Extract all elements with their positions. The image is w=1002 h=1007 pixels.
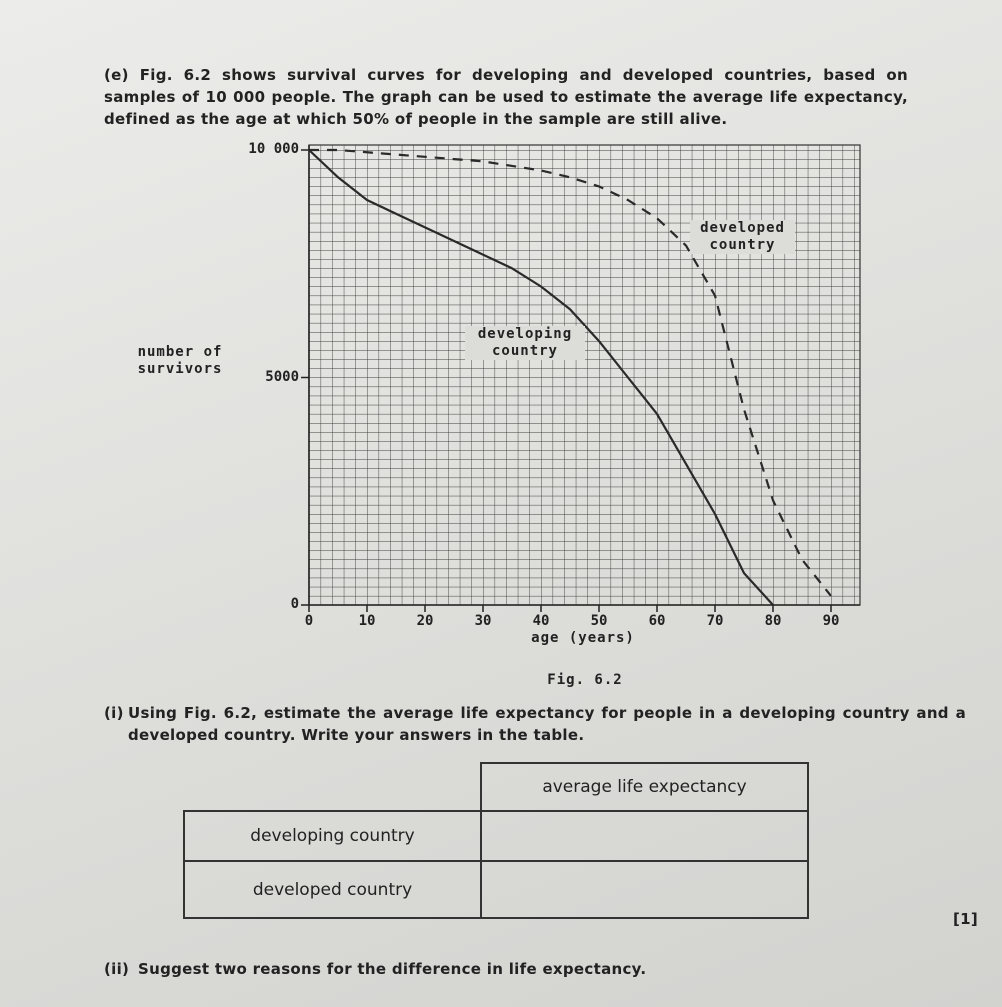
x-tick-label: 10: [358, 613, 376, 629]
figure-caption: Fig. 6.2: [547, 672, 623, 688]
question: (e) Fig. 6.2 shows survival curves for d…: [104, 64, 908, 130]
x-tick-label: 80: [764, 613, 782, 629]
part-i-label: (i): [104, 704, 124, 722]
x-tick-label: 90: [822, 613, 840, 629]
marks: [1]: [953, 910, 979, 928]
series-label: developing country: [465, 326, 585, 360]
y-tick-label: 10 000: [248, 141, 299, 157]
y-axis-label: number of survivors: [137, 344, 223, 377]
x-tick-label: 0: [304, 613, 314, 629]
y-tick-label: 5000: [265, 368, 299, 385]
part-ii-label: (ii): [104, 960, 130, 978]
x-tick-label: 20: [416, 613, 434, 629]
series-line: [308, 149, 774, 606]
x-tick-label: 30: [474, 613, 492, 629]
part-i: (i) Using Fig. 6.2, estimate the average…: [104, 702, 966, 746]
part-ii: (ii) Suggest two reasons for the differe…: [104, 958, 966, 980]
x-tick-label: 60: [648, 613, 666, 629]
part-i-text: Using Fig. 6.2, estimate the average lif…: [128, 704, 966, 744]
part-ii-text: Suggest two reasons for the difference i…: [138, 960, 647, 978]
table-row-label: developing country: [183, 810, 482, 862]
y-tick-label: 0: [290, 596, 299, 612]
series-label: developed country: [690, 220, 795, 254]
table-header: average life expectancy: [480, 762, 809, 812]
question-text: Fig. 6.2 shows survival curves for devel…: [104, 66, 908, 128]
table-row-label: developed country: [183, 860, 482, 919]
table-cell[interactable]: [480, 860, 809, 919]
x-tick-label: 50: [590, 613, 608, 629]
question-label: (e): [104, 66, 129, 84]
x-tick-label: 40: [532, 613, 550, 629]
x-axis-label: age (years): [531, 630, 635, 646]
grid: [308, 144, 861, 606]
table-cell[interactable]: [480, 810, 809, 862]
x-tick-label: 70: [706, 613, 724, 629]
